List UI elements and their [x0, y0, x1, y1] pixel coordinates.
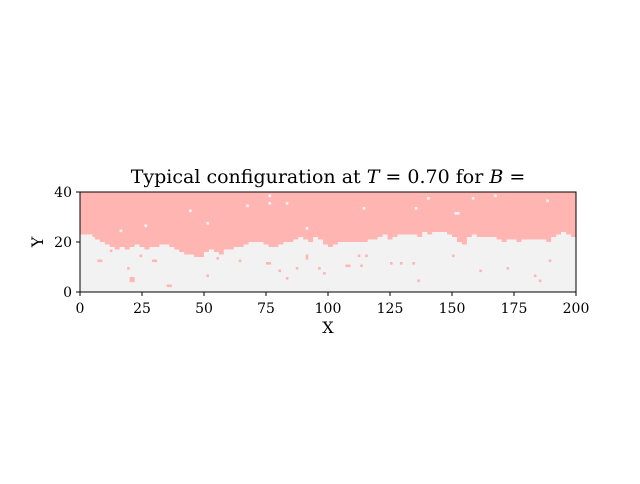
spin-up-cell — [506, 267, 510, 270]
spin-up-cell — [109, 249, 113, 253]
spin-up-cell — [127, 267, 130, 270]
spin-up-cell — [538, 279, 542, 283]
spin-up-cell — [132, 277, 135, 280]
spin-up-cell — [479, 269, 482, 273]
spin-down-cell — [546, 199, 549, 203]
spin-down-cell — [268, 202, 272, 205]
spin-up-cell — [99, 259, 103, 263]
spin-up-cell — [305, 254, 309, 258]
spin-up-cell — [305, 257, 309, 260]
x-tick-label: 175 — [501, 301, 528, 317]
y-axis-label: Y — [28, 236, 47, 248]
spin-down-cell — [246, 204, 249, 208]
spin-up-cell — [345, 264, 348, 268]
x-tick-label: 50 — [195, 301, 213, 317]
spin-down-cell — [427, 197, 430, 200]
spin-up-cell — [238, 259, 242, 263]
spin-up-cell — [151, 259, 155, 263]
spin-up-cell — [412, 262, 415, 265]
spin-up-cell — [139, 254, 143, 258]
spin-up-cell — [278, 269, 282, 273]
spin-up-cell — [169, 284, 172, 288]
spin-down-cell — [144, 224, 148, 228]
spin-down-cell — [362, 207, 366, 210]
x-tick-label: 125 — [377, 301, 404, 317]
spin-up-cell — [323, 272, 326, 275]
spin-down-cell — [454, 212, 458, 215]
spin-down-cell — [119, 229, 123, 233]
spin-up-cell — [360, 264, 363, 268]
y-tick-label: 0 — [63, 285, 72, 301]
spin-down-cell — [305, 227, 309, 230]
spin-up-cell — [132, 279, 135, 283]
chart-title: Typical configuration at T = 0.70 for B … — [131, 166, 526, 188]
spin-down-cell — [471, 197, 475, 200]
x-tick-label: 150 — [439, 301, 466, 317]
spin-up-cell — [216, 257, 220, 260]
lattice-cells — [80, 192, 576, 292]
spin-up-cell — [318, 267, 321, 270]
spin-down-cell — [285, 202, 289, 205]
spin-up-cell — [365, 254, 368, 258]
x-axis: 0 25 50 75 100 125 150 175 200 — [76, 292, 590, 317]
y-axis: 0 20 40 — [54, 185, 80, 301]
spin-down-cell — [456, 212, 460, 215]
spin-up-cell — [206, 274, 210, 278]
spin-up-cell — [399, 262, 403, 265]
x-tick-label: 200 — [563, 301, 590, 317]
spin-down-cell — [494, 194, 497, 198]
spin-up-cell — [129, 277, 133, 280]
spin-up-cell — [452, 254, 455, 258]
spin-up-cell — [129, 279, 133, 283]
spin-up-cell — [417, 279, 420, 283]
up-region — [80, 192, 576, 257]
spin-up-cell — [266, 262, 269, 265]
spin-down-cell — [206, 222, 210, 225]
spin-up-cell — [268, 262, 272, 265]
x-tick-label: 100 — [315, 301, 342, 317]
spin-up-cell — [390, 262, 393, 265]
spin-up-cell — [295, 267, 299, 270]
x-tick-label: 75 — [257, 301, 275, 317]
y-tick-label: 20 — [54, 235, 72, 251]
spin-up-cell — [533, 274, 537, 278]
spin-down-cell — [189, 209, 192, 213]
spin-up-cell — [154, 259, 158, 263]
x-tick-label: 0 — [76, 301, 85, 317]
x-axis-label: X — [322, 318, 334, 337]
spin-up-cell — [357, 254, 361, 258]
spin-up-cell — [548, 259, 552, 263]
y-tick-label: 40 — [54, 185, 72, 201]
spin-down-cell — [268, 194, 272, 198]
spin-up-cell — [166, 284, 170, 288]
spin-down-cell — [414, 207, 418, 210]
x-tick-label: 25 — [133, 301, 151, 317]
spin-up-cell — [285, 277, 289, 280]
spin-up-cell — [97, 259, 100, 263]
spin-up-cell — [347, 264, 351, 268]
